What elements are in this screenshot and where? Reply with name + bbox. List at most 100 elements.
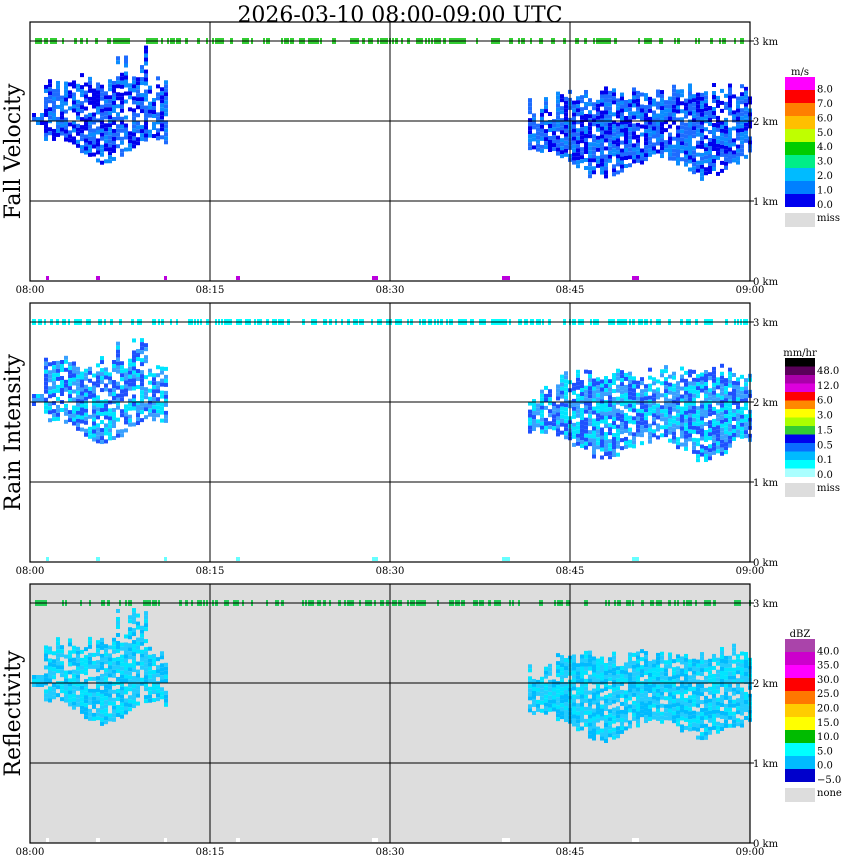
precip-pixel xyxy=(712,418,716,423)
precip-pixel xyxy=(112,673,116,678)
precip-pixel xyxy=(92,652,96,657)
precip-pixel xyxy=(136,613,140,618)
precip-pixel xyxy=(632,392,636,397)
precip-pixel xyxy=(616,726,620,731)
precip-pixel xyxy=(608,106,612,111)
precip-pixel xyxy=(708,432,712,437)
precip-pixel xyxy=(720,411,724,416)
precip-pixel xyxy=(564,116,568,121)
precip-pixel xyxy=(636,699,640,704)
precip-pixel xyxy=(104,115,108,120)
precip-pixel xyxy=(584,145,588,150)
precip-pixel xyxy=(72,124,76,129)
precip-pixel xyxy=(160,103,164,108)
precip-pixel xyxy=(608,383,612,388)
precip-pixel xyxy=(572,670,576,675)
precip-pixel xyxy=(732,719,736,724)
precip-pixel xyxy=(584,393,588,398)
precip-pixel xyxy=(700,732,704,737)
precip-pixel xyxy=(44,365,48,370)
precip-pixel xyxy=(596,694,600,699)
precip-pixel xyxy=(728,139,732,144)
precip-pixel xyxy=(692,413,696,418)
precip-pixel xyxy=(556,107,560,112)
precip-pixel xyxy=(696,723,700,728)
precip-pixel xyxy=(60,127,64,132)
precip-pixel xyxy=(656,387,660,392)
precip-pixel xyxy=(668,100,672,105)
precip-pixel xyxy=(148,678,152,683)
precip-pixel xyxy=(92,373,96,378)
precip-pixel xyxy=(724,117,728,122)
precip-pixel xyxy=(576,703,580,708)
precip-pixel xyxy=(64,129,68,134)
precip-pixel xyxy=(536,683,540,688)
precip-pixel xyxy=(52,691,56,696)
precip-pixel xyxy=(600,676,604,681)
precip-pixel xyxy=(608,399,612,404)
precip-pixel xyxy=(580,654,584,659)
x-tick-label: 08:30 xyxy=(376,285,405,296)
precip-pixel xyxy=(80,93,84,98)
precip-pixel xyxy=(144,679,148,684)
precip-pixel xyxy=(600,110,604,115)
legend-swatch xyxy=(785,142,815,155)
precip-pixel xyxy=(164,124,168,129)
precip-pixel xyxy=(76,666,80,671)
precip-pixel xyxy=(644,659,648,664)
precip-pixel xyxy=(116,640,120,645)
precip-pixel xyxy=(152,417,156,422)
precip-pixel xyxy=(108,432,112,437)
precip-pixel xyxy=(720,670,724,675)
precip-pixel xyxy=(128,107,132,112)
precip-pixel xyxy=(640,409,644,414)
precip-pixel xyxy=(712,394,716,399)
precip-pixel xyxy=(632,127,636,132)
precip-pixel xyxy=(72,417,76,422)
precip-pixel xyxy=(108,103,112,108)
precip-pixel xyxy=(600,672,604,677)
precip-pixel xyxy=(144,675,148,680)
precip-pixel xyxy=(740,398,744,403)
precip-pixel xyxy=(84,408,88,413)
precip-pixel xyxy=(60,131,64,136)
precip-pixel xyxy=(132,648,136,653)
precip-pixel xyxy=(684,370,688,375)
precip-pixel xyxy=(620,96,624,101)
precip-pixel xyxy=(596,389,600,394)
precip-pixel xyxy=(716,721,720,726)
precip-pixel xyxy=(84,90,88,95)
precip-pixel xyxy=(84,146,88,151)
precip-pixel xyxy=(616,122,620,127)
precip-pixel xyxy=(540,421,544,426)
precip-pixel xyxy=(660,711,664,716)
precip-pixel xyxy=(52,132,56,137)
precip-pixel xyxy=(704,454,708,459)
precip-pixel xyxy=(660,110,664,115)
precip-pixel xyxy=(548,397,552,402)
precip-pixel xyxy=(596,135,600,140)
precip-pixel xyxy=(608,427,612,432)
precip-pixel xyxy=(560,98,564,103)
precip-pixel xyxy=(584,433,588,438)
precip-pixel xyxy=(140,109,144,114)
legend-label: 0.0 xyxy=(817,761,833,772)
precip-pixel xyxy=(160,679,164,684)
precip-pixel xyxy=(544,417,548,422)
precip-pixel xyxy=(124,91,128,96)
precip-pixel xyxy=(728,439,732,444)
precip-pixel xyxy=(724,683,728,688)
precip-pixel xyxy=(528,680,532,685)
precip-pixel xyxy=(648,124,652,129)
precip-pixel xyxy=(96,118,100,123)
precip-pixel xyxy=(580,111,584,116)
precip-pixel xyxy=(716,421,720,426)
precip-pixel xyxy=(124,71,128,76)
precip-pixel xyxy=(124,662,128,667)
precip-pixel xyxy=(644,687,648,692)
precip-pixel xyxy=(664,676,668,681)
precip-pixel xyxy=(160,651,164,656)
precip-pixel xyxy=(608,725,612,730)
precip-pixel xyxy=(60,107,64,112)
precip-pixel xyxy=(660,369,664,374)
